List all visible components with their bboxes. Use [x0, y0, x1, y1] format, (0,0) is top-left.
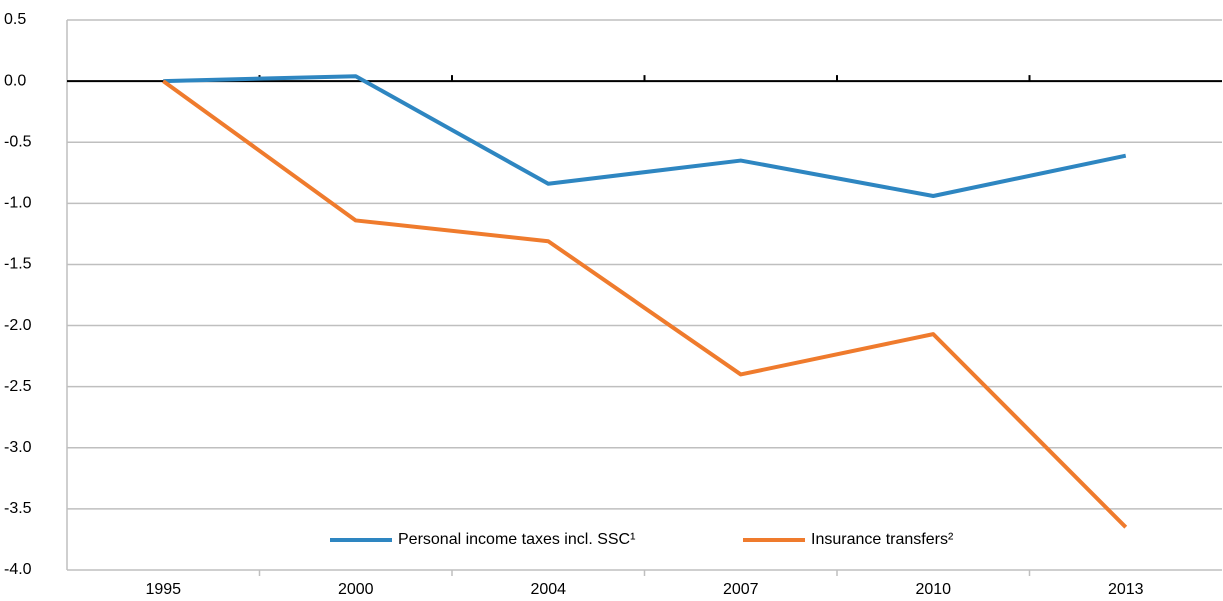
series-line [163, 74, 1127, 198]
x-tick-label: 2007 [723, 581, 759, 598]
legend-label: Personal income taxes incl. SSC¹ [398, 531, 635, 548]
y-tick-label: -2.0 [4, 317, 32, 334]
y-tick-label: -3.5 [4, 500, 32, 517]
y-tick-label: 0.0 [4, 72, 26, 89]
x-tick-label: 2000 [338, 581, 374, 598]
x-tick-label: 2010 [915, 581, 951, 598]
y-tick-label: -4.0 [4, 561, 32, 578]
x-tick-label: 2013 [1108, 581, 1144, 598]
x-tick-label: 1995 [145, 581, 181, 598]
series-line [162, 79, 1128, 529]
y-tick-label: -0.5 [4, 133, 32, 150]
y-tick-label: -2.5 [4, 378, 32, 395]
x-tick-label: 2004 [530, 581, 566, 598]
y-tick-label: -3.0 [4, 439, 32, 456]
y-tick-label: 0.5 [4, 11, 26, 28]
legend-label: Insurance transfers² [811, 531, 954, 548]
y-tick-label: -1.0 [4, 195, 32, 212]
y-tick-label: -1.5 [4, 256, 32, 273]
